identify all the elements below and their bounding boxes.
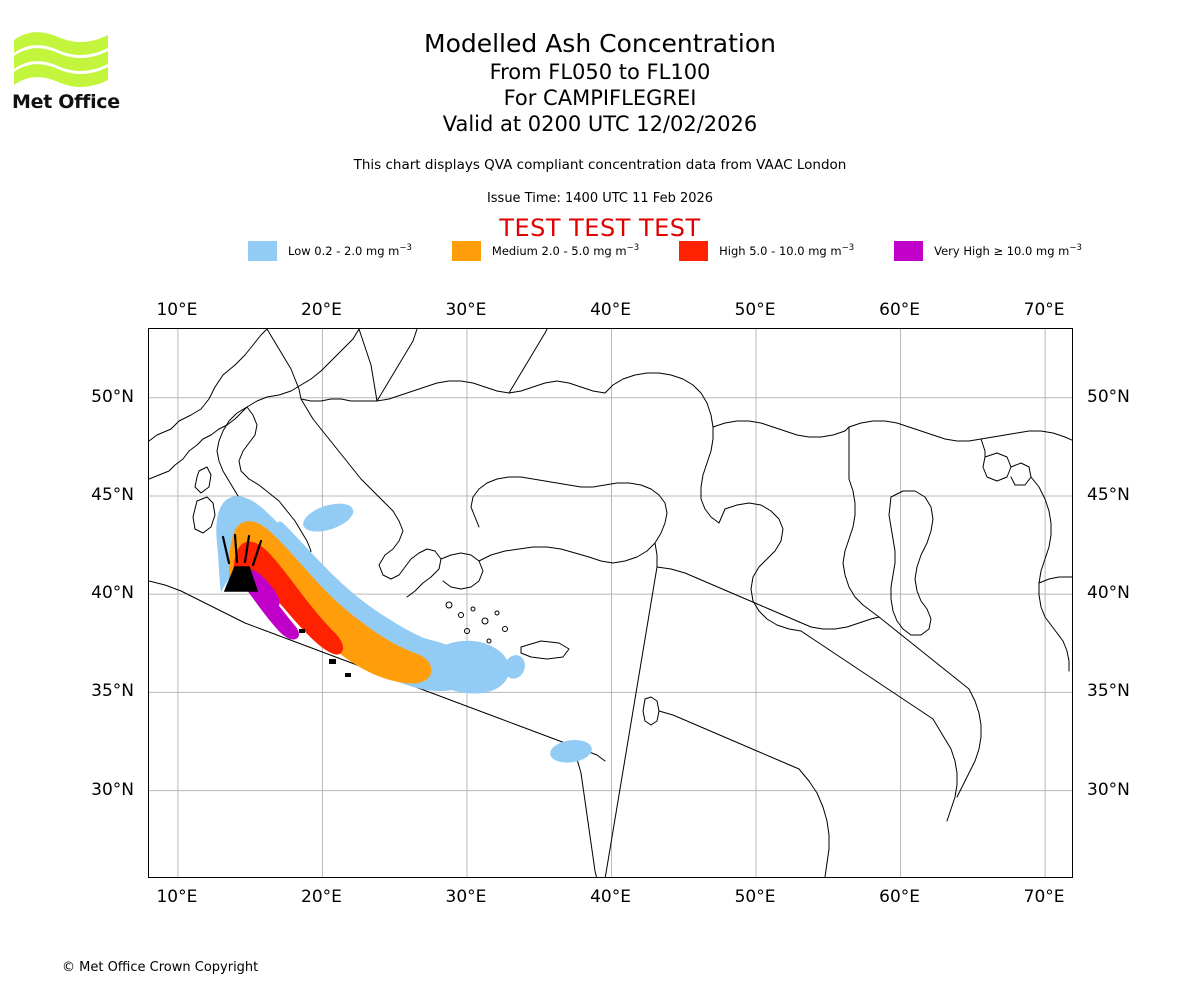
concentration-legend: Low 0.2 - 2.0 mg m−3 Medium 2.0 - 5.0 mg …: [248, 240, 1082, 262]
tick-bottom-40: 40°E: [590, 887, 631, 907]
issue-time: Issue Time: 1400 UTC 11 Feb 2026: [486, 191, 714, 206]
legend-high: High 5.0 - 10.0 mg m−3: [679, 241, 854, 261]
tick-top-30: 30°E: [445, 300, 487, 320]
tick-right-50: 50°N: [1087, 386, 1130, 407]
met-office-logo: Met Office: [12, 28, 132, 113]
met-office-wave-mark: [14, 32, 108, 88]
legend-medium: Medium 2.0 - 5.0 mg m−3: [451, 241, 640, 261]
tick-bottom-30: 30°E: [445, 887, 487, 907]
tick-bottom-20: 20°E: [301, 887, 342, 907]
copyright-notice: © Met Office Crown Copyright: [62, 960, 259, 975]
levant-patch: [550, 740, 592, 763]
legend-low-label: Low 0.2 - 2.0 mg m−3: [288, 243, 412, 258]
tick-left-35: 35°N: [91, 681, 134, 702]
graticule-gridlines: [149, 329, 1072, 877]
legend-very-high-swatch: [894, 241, 924, 261]
legend-high-swatch: [679, 241, 709, 261]
balkan-patch: [303, 503, 354, 532]
tick-top-20: 20°E: [301, 300, 342, 320]
tick-bottom-10: 10°E: [156, 887, 198, 907]
detached-ash-patches: [303, 503, 592, 763]
tick-right-30: 30°N: [1087, 779, 1130, 800]
qva-strapline: This chart displays QVA compliant concen…: [353, 157, 847, 173]
tick-left-30: 30°N: [91, 779, 134, 800]
legend-medium-label: Medium 2.0 - 5.0 mg m−3: [491, 243, 640, 258]
ash-plume-medium: [229, 521, 432, 684]
ash-plume-high: [233, 541, 351, 677]
legend-low-swatch: [248, 241, 277, 261]
tick-right-40: 40°N: [1087, 583, 1130, 604]
map-canvas: [149, 329, 1072, 877]
tick-right-45: 45°N: [1087, 484, 1130, 505]
flight-level-subtitle: From FL050 to FL100: [489, 60, 711, 84]
test-banner: TEST TEST TEST: [499, 214, 701, 242]
cyprus-patch: [504, 655, 525, 679]
met-office-logo-text: Met Office: [12, 91, 120, 113]
tick-right-35: 35°N: [1087, 681, 1130, 702]
legend-low: Low 0.2 - 2.0 mg m−3: [248, 241, 412, 261]
coastlines-and-borders: [149, 329, 1072, 877]
legend-very-high-label: Very High ≥ 10.0 mg m−3: [934, 243, 1082, 258]
legend-medium-swatch: [451, 241, 481, 261]
volcano-subtitle: For CAMPIFLEGREI: [503, 86, 697, 110]
title-block: Modelled Ash Concentration From FL050 to…: [0, 28, 1200, 137]
tick-left-40: 40°N: [91, 583, 134, 604]
valid-time-subtitle: Valid at 0200 UTC 12/02/2026: [442, 112, 758, 136]
tick-top-70: 70°E: [1023, 300, 1065, 320]
volcano-marker: [221, 533, 263, 592]
tick-left-45: 45°N: [91, 484, 134, 505]
page-title: Modelled Ash Concentration: [424, 29, 776, 58]
tick-bottom-50: 50°E: [734, 887, 776, 907]
legend-high-label: High 5.0 - 10.0 mg m−3: [719, 243, 855, 258]
tick-top-50: 50°E: [734, 300, 776, 320]
tick-bottom-70: 70°E: [1023, 887, 1065, 907]
tick-top-40: 40°E: [590, 300, 631, 320]
tick-left-50: 50°N: [91, 386, 134, 407]
tick-top-60: 60°E: [879, 300, 920, 320]
tick-top-10: 10°E: [156, 300, 198, 320]
legend-very-high: Very High ≥ 10.0 mg m−3: [894, 241, 1082, 261]
ash-concentration-map: 10°E 20°E 30°E 40°E 50°E 60°E 70°E 10°E 20°E 30°…: [91, 300, 1130, 907]
map-frame: [148, 328, 1073, 878]
tick-bottom-60: 60°E: [879, 887, 920, 907]
